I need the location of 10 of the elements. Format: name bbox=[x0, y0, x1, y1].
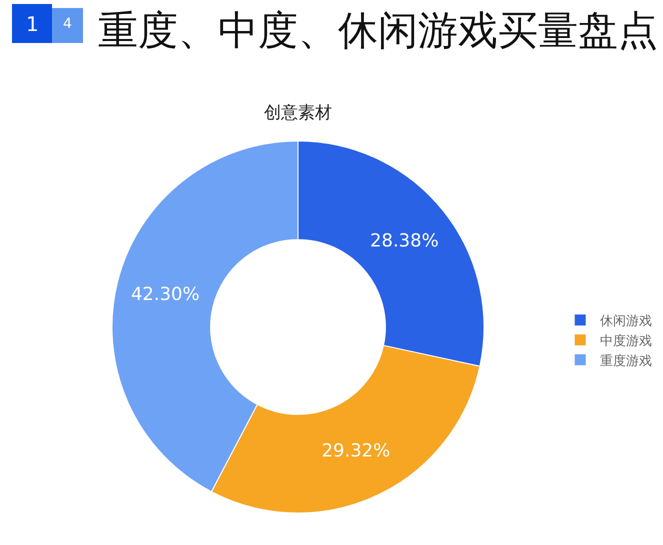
data-label: 29.32% bbox=[322, 440, 390, 462]
text: 4 bbox=[63, 16, 72, 32]
chart-title: 重度、中度、休闲游戏买量盘点 bbox=[98, 8, 658, 54]
data-label: 28.38% bbox=[370, 230, 439, 252]
chart-subtitle: 创意素材 bbox=[264, 103, 332, 123]
legend-label: 重度游戏 bbox=[600, 352, 652, 369]
legend-label: 休闲游戏 bbox=[600, 314, 652, 330]
data-label: 42.30% bbox=[130, 284, 200, 305]
legend-label: 中度游戏 bbox=[600, 332, 652, 349]
text: 1 bbox=[26, 12, 39, 36]
